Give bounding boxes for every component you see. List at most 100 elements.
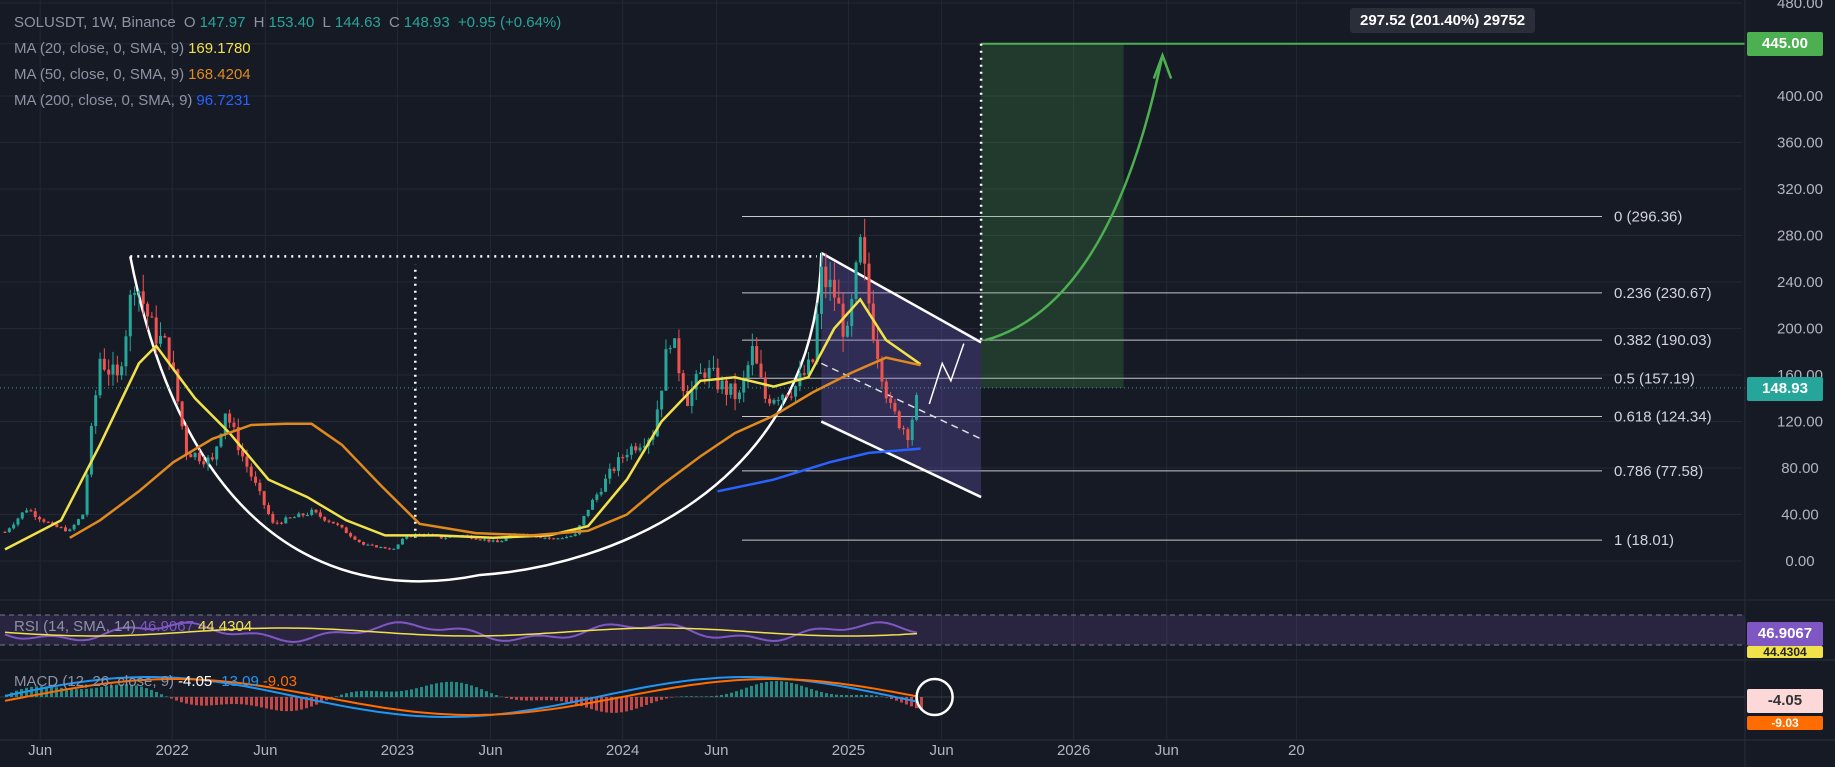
macd-bar	[755, 684, 758, 697]
candle-body	[159, 335, 163, 344]
y-tick-label: 120.00	[1777, 414, 1823, 431]
y-tick-label: 480.00	[1777, 0, 1823, 12]
macd-bar	[670, 697, 673, 698]
x-tick-label: Jun	[478, 742, 502, 759]
ma50-legend[interactable]: MA (50, close, 0, SMA, 9) 168.4204	[14, 66, 255, 83]
candle-body	[357, 539, 361, 542]
macd-bar	[215, 697, 218, 706]
candle-body	[42, 519, 46, 522]
macd-bar	[200, 697, 203, 706]
channel-fill	[821, 252, 982, 498]
candle-body	[150, 316, 154, 318]
fib-level-label: 0.5 (157.19)	[1614, 370, 1695, 387]
candle-body	[141, 291, 145, 304]
candle-body	[543, 537, 547, 539]
rsi-sma-tag: 44.4304	[1747, 646, 1823, 658]
high-value: 153.40	[268, 14, 315, 31]
macd-bar	[420, 686, 423, 697]
candle-body	[664, 349, 668, 391]
macd-bar	[110, 685, 113, 697]
candle-body	[478, 539, 482, 541]
candle-body	[124, 336, 128, 367]
ma20-legend[interactable]: MA (20, close, 0, SMA, 9) 169.1780	[14, 40, 255, 57]
candle-body	[271, 513, 275, 523]
ma50-value: 168.4204	[188, 66, 251, 83]
macd-bar	[145, 688, 148, 697]
macd-bar	[885, 697, 888, 698]
macd-bar	[300, 697, 303, 710]
candle-body	[81, 514, 85, 520]
close-label: C	[388, 14, 400, 31]
macd-bar	[855, 694, 858, 697]
macd-bar	[265, 697, 268, 709]
rsi-band	[0, 615, 1745, 645]
candle-body	[807, 359, 811, 375]
candle-body	[819, 266, 823, 314]
macd-bar	[70, 688, 73, 697]
candle-body	[591, 499, 595, 510]
candle-body	[854, 262, 858, 300]
rsi-legend[interactable]: RSI (14, SMA, 14) 46.9067 44.4304	[14, 618, 256, 635]
macd-bar	[220, 697, 223, 705]
candle-body	[128, 294, 132, 337]
ma200-legend[interactable]: MA (200, close, 0, SMA, 9) 96.7231	[14, 92, 255, 109]
candle-body	[55, 524, 59, 528]
candle-body	[305, 514, 309, 516]
candle-body	[301, 513, 305, 516]
candle-body	[599, 491, 603, 495]
fib-level-label: 0.618 (124.34)	[1614, 408, 1712, 425]
macd-bar	[750, 685, 753, 697]
candle-body	[310, 509, 314, 515]
signal-tag: -9.03	[1747, 716, 1823, 730]
macd-bar	[235, 697, 238, 705]
macd-bar	[35, 686, 38, 697]
macd-bar	[525, 697, 528, 701]
candle-body	[72, 524, 76, 530]
macd-bar	[725, 693, 728, 697]
rsi-sma-line	[4, 627, 918, 637]
candles[interactable]	[3, 218, 919, 550]
macd-bar	[140, 686, 143, 697]
macd-bar	[320, 697, 323, 703]
candle-body	[163, 335, 167, 338]
macd-bar	[830, 694, 833, 697]
x-tick-label: Jun	[704, 742, 728, 759]
macd-value: -4.05	[178, 673, 213, 690]
macd-bar	[240, 697, 243, 705]
macd-bar	[460, 682, 463, 697]
macd-bar	[30, 686, 33, 697]
drawings[interactable]	[129, 42, 1745, 583]
macd-bar	[625, 697, 628, 712]
candle-body	[327, 520, 331, 522]
macd-bar	[280, 697, 283, 711]
macd-legend[interactable]: MACD (12, 26, close, 9) -4.05 -13.09 -9.03	[14, 673, 301, 690]
candle-body	[275, 522, 279, 524]
rsi-tag: 46.9067	[1747, 622, 1823, 646]
macd-bar	[835, 694, 838, 697]
macd-label: MACD (12, 26, close, 9)	[14, 673, 175, 690]
fib-level-label: 0.786 (77.58)	[1614, 463, 1703, 480]
macd-bar	[380, 691, 383, 697]
low-value: 144.63	[334, 14, 381, 31]
macd-bar	[75, 689, 78, 697]
candle-body	[893, 402, 897, 412]
macd-bar	[295, 697, 298, 711]
macd-bar	[765, 681, 768, 697]
change-value: +0.95 (+0.64%)	[457, 14, 562, 31]
candle-body	[439, 535, 443, 539]
candle-body	[25, 510, 29, 513]
candle-body	[20, 512, 24, 519]
candle-body	[634, 446, 638, 451]
candle-body	[625, 454, 629, 458]
candle-body	[720, 380, 724, 390]
macd-bar	[680, 696, 683, 697]
macd-bar	[305, 697, 308, 709]
rsi-value: 46.9067	[139, 618, 194, 635]
macd-bar	[475, 687, 478, 697]
macd-bar	[130, 684, 133, 697]
macd-bar	[710, 696, 713, 697]
macd-bar	[425, 685, 428, 697]
candle-body	[89, 425, 93, 475]
macd-bar	[255, 697, 258, 707]
